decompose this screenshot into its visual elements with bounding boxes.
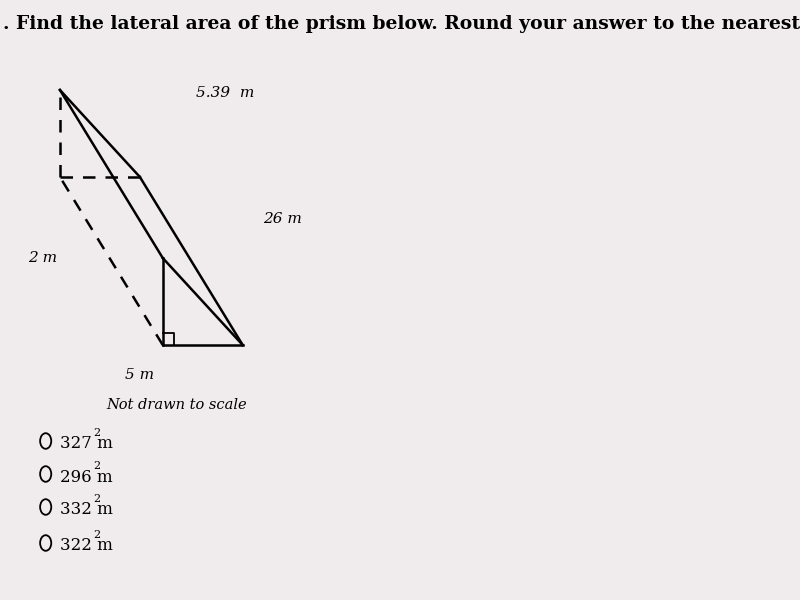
Text: 296 m: 296 m: [60, 469, 113, 485]
Text: 327 m: 327 m: [60, 436, 113, 452]
Text: 5.39  m: 5.39 m: [196, 86, 254, 100]
Text: 2: 2: [93, 428, 100, 438]
Text: 5 m: 5 m: [126, 368, 154, 382]
Text: Not drawn to scale: Not drawn to scale: [106, 398, 247, 412]
Text: 2: 2: [93, 461, 100, 471]
Text: 26 m: 26 m: [263, 212, 302, 226]
Text: 322 m: 322 m: [60, 538, 113, 554]
Text: 2: 2: [93, 530, 100, 540]
Text: . Find the lateral area of the prism below. Round your answer to the nearest who: . Find the lateral area of the prism bel…: [3, 15, 800, 33]
Text: 332 m: 332 m: [60, 502, 113, 518]
Text: 2: 2: [93, 494, 100, 504]
Text: 2 m: 2 m: [28, 251, 58, 265]
